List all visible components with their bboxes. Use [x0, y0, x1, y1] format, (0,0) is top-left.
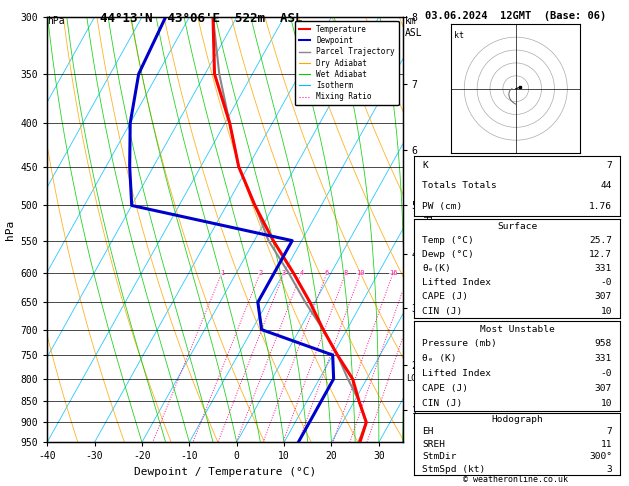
Text: 1: 1: [220, 270, 224, 276]
Text: 6: 6: [325, 270, 329, 276]
Text: LCL: LCL: [406, 374, 421, 383]
Text: 11: 11: [601, 440, 612, 449]
Text: 958: 958: [594, 339, 612, 348]
Text: Dewp (°C): Dewp (°C): [422, 250, 474, 259]
Text: 44°13'N  43°06'E  522m  ASL: 44°13'N 43°06'E 522m ASL: [100, 12, 303, 25]
Text: 331: 331: [594, 354, 612, 363]
Text: 10: 10: [601, 399, 612, 408]
Text: -0: -0: [601, 369, 612, 378]
Text: StmSpd (kt): StmSpd (kt): [422, 465, 486, 473]
Text: hPa: hPa: [47, 16, 65, 26]
Text: 3: 3: [282, 270, 286, 276]
Text: Surface: Surface: [497, 222, 537, 231]
Text: 307: 307: [594, 383, 612, 393]
Text: θₑ(K): θₑ(K): [422, 264, 451, 273]
Text: 10: 10: [601, 307, 612, 316]
Y-axis label: Mixing Ratio (g/kg): Mixing Ratio (g/kg): [421, 174, 431, 285]
Text: 16: 16: [389, 270, 398, 276]
Text: θₑ (K): θₑ (K): [422, 354, 457, 363]
Text: CIN (J): CIN (J): [422, 307, 462, 316]
Text: 331: 331: [594, 264, 612, 273]
Text: Lifted Index: Lifted Index: [422, 278, 491, 287]
Text: CAPE (J): CAPE (J): [422, 383, 468, 393]
Text: 10: 10: [357, 270, 365, 276]
Text: 307: 307: [594, 293, 612, 301]
Text: 8: 8: [343, 270, 348, 276]
Text: 3: 3: [606, 465, 612, 473]
Text: -0: -0: [601, 278, 612, 287]
Text: PW (cm): PW (cm): [422, 202, 462, 210]
Text: Lifted Index: Lifted Index: [422, 369, 491, 378]
Text: 1.76: 1.76: [589, 202, 612, 210]
Text: Hodograph: Hodograph: [491, 416, 543, 424]
X-axis label: Dewpoint / Temperature (°C): Dewpoint / Temperature (°C): [134, 467, 316, 477]
Text: 44: 44: [601, 181, 612, 191]
Text: 2: 2: [258, 270, 262, 276]
Text: 25.7: 25.7: [589, 236, 612, 244]
Text: Temp (°C): Temp (°C): [422, 236, 474, 244]
Text: km
ASL: km ASL: [404, 16, 422, 37]
Text: 7: 7: [606, 161, 612, 170]
Text: 03.06.2024  12GMT  (Base: 06): 03.06.2024 12GMT (Base: 06): [425, 11, 606, 21]
Text: kt: kt: [454, 31, 464, 40]
Text: Most Unstable: Most Unstable: [480, 325, 554, 333]
Text: 300°: 300°: [589, 452, 612, 461]
Text: © weatheronline.co.uk: © weatheronline.co.uk: [464, 474, 568, 484]
Text: CAPE (J): CAPE (J): [422, 293, 468, 301]
Text: K: K: [422, 161, 428, 170]
Text: Pressure (mb): Pressure (mb): [422, 339, 497, 348]
Text: SREH: SREH: [422, 440, 445, 449]
Text: 7: 7: [606, 427, 612, 436]
Y-axis label: hPa: hPa: [5, 220, 15, 240]
Legend: Temperature, Dewpoint, Parcel Trajectory, Dry Adiabat, Wet Adiabat, Isotherm, Mi: Temperature, Dewpoint, Parcel Trajectory…: [295, 21, 399, 105]
Text: EH: EH: [422, 427, 433, 436]
Text: CIN (J): CIN (J): [422, 399, 462, 408]
Text: Totals Totals: Totals Totals: [422, 181, 497, 191]
Text: StmDir: StmDir: [422, 452, 457, 461]
Text: 12.7: 12.7: [589, 250, 612, 259]
Text: 4: 4: [299, 270, 304, 276]
